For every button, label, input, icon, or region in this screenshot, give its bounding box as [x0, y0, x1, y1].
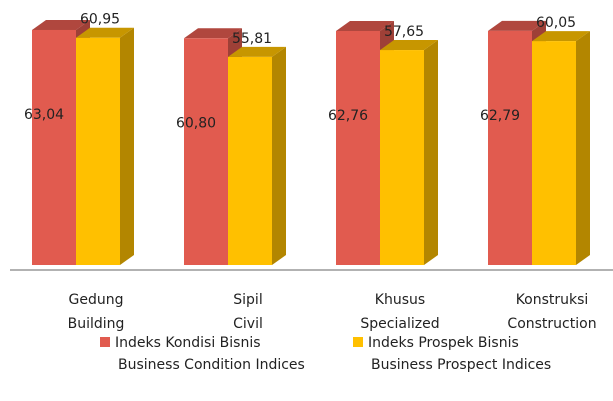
data-label: 55,81	[232, 31, 272, 47]
bar-side	[120, 27, 134, 265]
data-label: 62,76	[328, 108, 368, 124]
x-tick-label: Building	[68, 316, 125, 332]
x-tick-label: Gedung	[69, 292, 124, 308]
bar-side	[424, 40, 438, 266]
bar-top	[32, 19, 90, 30]
legend-swatch	[100, 337, 110, 347]
bar-top	[488, 20, 546, 31]
bar-side	[576, 31, 590, 265]
bar	[532, 41, 576, 265]
bar	[184, 38, 228, 265]
data-label: 57,65	[384, 24, 424, 40]
x-tick-label: Construction	[507, 316, 596, 332]
data-label: 60,80	[176, 115, 216, 131]
data-label: 60,05	[536, 15, 576, 31]
x-tick-label: Sipil	[233, 292, 262, 308]
bar-top	[532, 31, 590, 42]
bar-top	[380, 40, 438, 51]
x-tick-label: Specialized	[360, 316, 439, 332]
bar-top	[228, 46, 286, 57]
legend-label: Indeks Prospek Bisnis	[368, 335, 519, 351]
bar-side	[272, 46, 286, 265]
data-label: 63,04	[24, 107, 64, 123]
bar-top	[184, 28, 242, 39]
bar	[76, 37, 120, 265]
data-label: 60,95	[80, 12, 120, 28]
bar	[380, 50, 424, 266]
bar-top	[76, 27, 134, 38]
bar	[488, 30, 532, 266]
bar	[336, 30, 380, 265]
bar	[228, 56, 272, 265]
x-tick-label: Konstruksi	[516, 292, 589, 308]
x-tick-label: Civil	[233, 316, 263, 332]
bar-top	[336, 20, 394, 31]
data-label: 62,79	[480, 108, 520, 124]
legend-label: Business Prospect Indices	[371, 357, 551, 373]
bar	[32, 29, 76, 266]
x-tick-label: Khusus	[375, 292, 425, 308]
legend-swatch	[353, 337, 363, 347]
legend-label: Business Condition Indices	[118, 357, 305, 373]
legend-label: Indeks Kondisi Bisnis	[115, 335, 261, 351]
